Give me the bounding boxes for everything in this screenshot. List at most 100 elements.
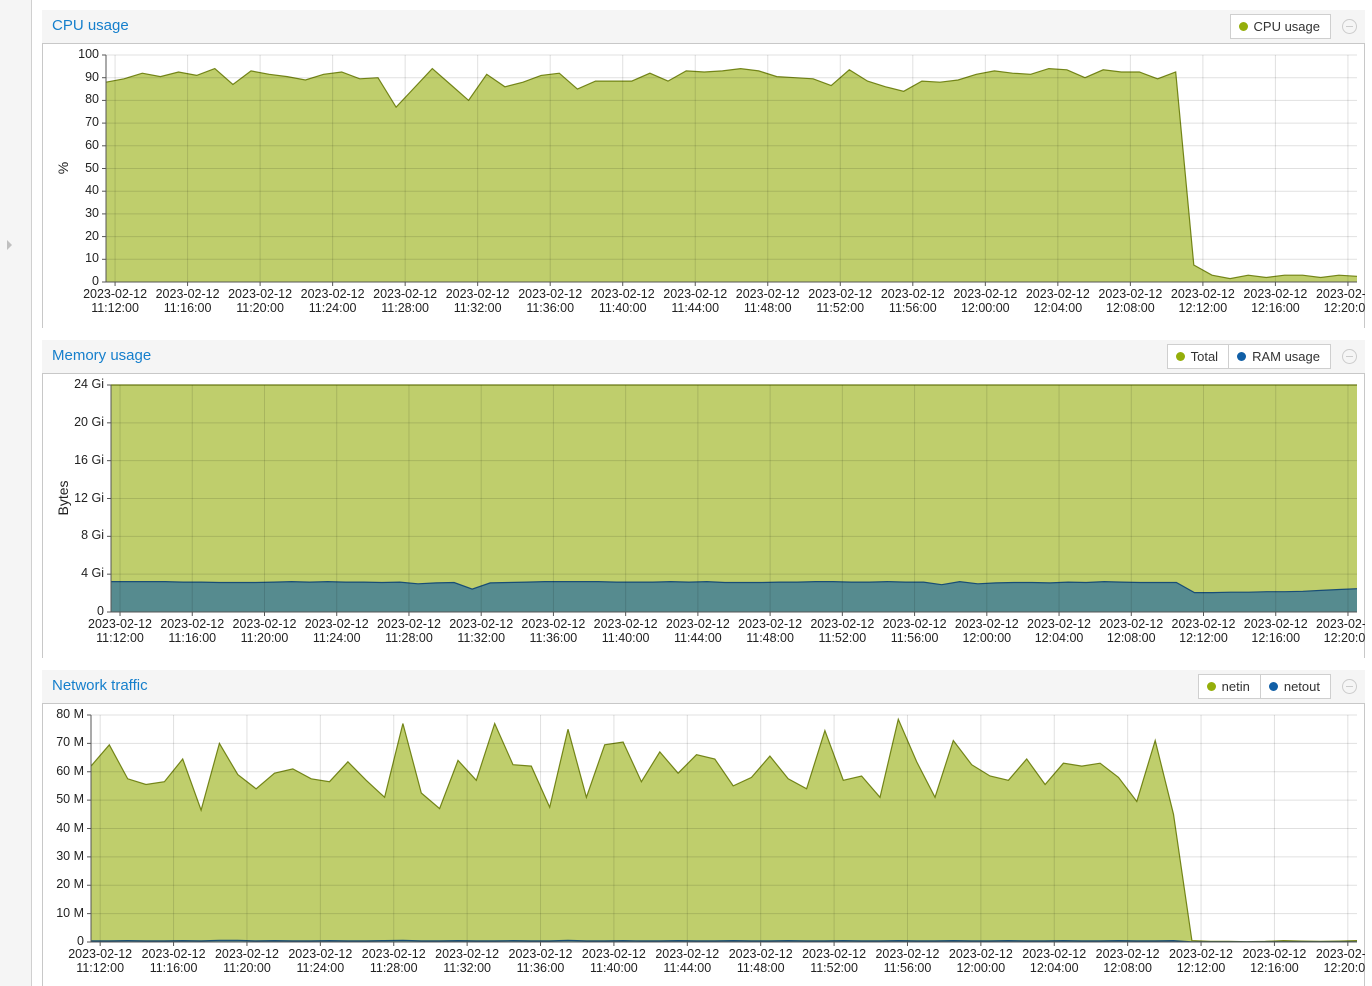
legend-item[interactable]: RAM usage — [1228, 344, 1331, 369]
collapse-button[interactable] — [1342, 19, 1357, 34]
plot — [87, 714, 1358, 946]
plot — [107, 384, 1358, 616]
chart-panel: Network traffic netin netout 0 10 M 20 M 30 M 4… — [42, 670, 1365, 986]
y-tick-label: 0 — [92, 274, 99, 288]
sidebar — [0, 0, 32, 986]
y-tick-label: 0 — [97, 604, 104, 618]
legend-label: RAM usage — [1252, 349, 1320, 364]
x-tick-label: 2023-02-12 11:44:00 — [663, 287, 728, 315]
y-tick-label: 0 — [77, 934, 84, 948]
x-tick-label: 2023-02-12 11:40:00 — [581, 947, 646, 975]
y-tick-label: 30 M — [56, 848, 84, 863]
chart-panel: CPU usage CPU usage 0 10 20 30 40 50 60 70 80 90 100… — [42, 10, 1365, 328]
area-line — [111, 580, 1358, 594]
y-tick-label: 16 Gi — [74, 452, 104, 467]
x-tick-label: 2023-02-12 11:32:00 — [445, 287, 510, 315]
x-tick-label: 2023-02-12 11:56:00 — [882, 617, 947, 645]
y-tick-label: 10 M — [56, 905, 84, 920]
x-tick-label: 2023-02-12 12:20:00 — [1315, 947, 1365, 975]
x-tick-label: 2023-02-12 12:04:00 — [1027, 617, 1091, 645]
legend-label: netout — [1283, 679, 1320, 694]
collapse-button[interactable] — [1342, 679, 1357, 694]
x-tick-label: 2023-02-12 11:56:00 — [880, 287, 945, 315]
x-tick-label: 2023-02-12 11:48:00 — [728, 947, 793, 975]
x-tick-label: 2023-02-12 12:00:00 — [953, 287, 1018, 315]
y-tick-label: 60 M — [56, 763, 84, 778]
panel-title: CPU usage — [52, 17, 129, 34]
x-tick-label: 2023-02-12 11:16:00 — [155, 287, 220, 315]
y-tick-label: 100 — [78, 47, 99, 61]
area-line — [91, 939, 1357, 943]
collapse-button[interactable] — [1342, 349, 1357, 364]
panel-header: Memory usage Total RAM usage — [42, 340, 1365, 373]
y-tick-label: 30 — [85, 205, 99, 220]
y-tick-label: 10 — [85, 251, 99, 266]
legend-item[interactable]: Total — [1166, 344, 1230, 369]
x-tick-label: 2023-02-12 12:20:00 — [1315, 617, 1365, 645]
legend: Total RAM usage — [1166, 344, 1331, 369]
legend-dot — [1175, 352, 1185, 361]
y-tick-label: 8 Gi — [81, 528, 104, 543]
x-tick-label: 2023-02-12 11:52:00 — [808, 287, 873, 315]
y-tick-label: 20 — [85, 228, 99, 243]
area-line — [90, 717, 1358, 943]
y-tick-label: 60 — [85, 137, 99, 152]
x-tick-label: 2023-02-12 11:12:00 — [68, 947, 133, 975]
plot — [102, 54, 1358, 286]
x-tick-label: 2023-02-12 12:12:00 — [1170, 287, 1235, 315]
x-tick-label: 2023-02-12 12:12:00 — [1171, 617, 1236, 645]
y-tick-label: 20 M — [56, 877, 84, 892]
x-tick-label: 2023-02-12 11:12:00 — [83, 287, 148, 315]
x-tick-label: 2023-02-12 12:08:00 — [1098, 287, 1163, 315]
y-tick-label: 70 — [85, 115, 99, 130]
x-tick-label: 2023-02-12 11:32:00 — [449, 617, 514, 645]
legend-item[interactable]: netin — [1197, 674, 1261, 699]
x-tick-label: 2023-02-12 11:48:00 — [735, 287, 800, 315]
legend: netin netout — [1197, 674, 1331, 699]
y-tick-label: 80 — [85, 92, 99, 107]
legend-dot — [1268, 682, 1278, 691]
x-tick-label: 2023-02-12 11:32:00 — [435, 947, 500, 975]
x-tick-label: 2023-02-12 11:20:00 — [214, 947, 279, 975]
x-tick-label: 2023-02-12 11:24:00 — [288, 947, 353, 975]
x-tick-label: 2023-02-12 12:00:00 — [948, 947, 1013, 975]
y-axis-title: Bytes — [55, 480, 71, 516]
legend-item[interactable]: netout — [1259, 674, 1331, 699]
x-tick-label: 2023-02-12 11:12:00 — [88, 617, 152, 645]
panel-header: Network traffic netin netout — [42, 670, 1365, 703]
expand-arrow[interactable] — [7, 240, 12, 250]
legend-label: netin — [1221, 679, 1250, 694]
x-tick-label: 2023-02-12 12:08:00 — [1095, 947, 1160, 975]
panel-title: Network traffic — [52, 677, 148, 694]
x-tick-label: 2023-02-12 11:28:00 — [373, 287, 438, 315]
y-tick-label: 12 Gi — [74, 490, 104, 505]
chart-body: 0 10 20 30 40 50 60 70 80 90 100 2023-02-12 11:12:0… — [42, 43, 1365, 328]
y-tick-label: 70 M — [56, 735, 84, 750]
chart-panel: Memory usage Total RAM usage 0 4 Gi 8 Gi 12 Gi… — [42, 340, 1365, 658]
area-fill — [111, 385, 1357, 612]
x-tick-label: 2023-02-12 11:44:00 — [665, 617, 730, 645]
x-tick-label: 2023-02-12 12:08:00 — [1099, 617, 1164, 645]
x-tick-label: 2023-02-12 12:20:00 — [1315, 287, 1365, 315]
x-tick-label: 2023-02-12 11:48:00 — [738, 617, 803, 645]
legend-item[interactable]: CPU usage — [1229, 14, 1331, 39]
y-tick-label: 24 Gi — [74, 377, 104, 391]
legend-label: Total — [1190, 349, 1219, 364]
x-tick-label: 2023-02-12 11:28:00 — [361, 947, 426, 975]
y-axis-title: % — [55, 161, 71, 174]
legend: CPU usage — [1229, 14, 1331, 39]
y-tick-label: 80 M — [56, 707, 84, 721]
area-line — [105, 67, 1358, 280]
legend-label: CPU usage — [1253, 19, 1320, 34]
x-tick-label: 2023-02-12 12:04:00 — [1025, 287, 1090, 315]
y-tick-label: 20 Gi — [74, 414, 104, 429]
x-tick-label: 2023-02-12 11:16:00 — [141, 947, 206, 975]
x-tick-label: 2023-02-12 11:36:00 — [521, 617, 586, 645]
y-tick-label: 4 Gi — [81, 566, 104, 581]
x-tick-label: 2023-02-12 12:16:00 — [1243, 287, 1308, 315]
y-tick-label: 40 — [85, 183, 99, 198]
x-tick-label: 2023-02-12 11:52:00 — [810, 617, 875, 645]
y-tick-label: 50 M — [56, 792, 84, 807]
chart-body: 0 10 M 20 M 30 M 40 M 50 M 60 M 70 M 80 M 2023-02… — [42, 703, 1365, 986]
